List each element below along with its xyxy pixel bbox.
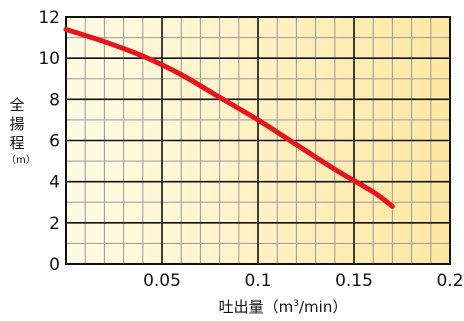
y-tick-label: 6 <box>49 132 60 152</box>
x-axis-title-suffix: /min） <box>299 298 348 316</box>
series-line <box>63 26 395 209</box>
x-tick-label: 0.15 <box>335 271 373 291</box>
y-axis-unit: （m） <box>6 155 36 166</box>
major-grid <box>65 16 451 265</box>
x-axis-label: 吐出量（m3/min） <box>198 296 368 317</box>
y-axis-label: 全揚程 （m） <box>6 96 36 169</box>
y-axis-title: 全揚程 <box>9 96 25 152</box>
plot-frame <box>65 16 451 265</box>
x-tick-label: 0.2 <box>436 271 463 291</box>
x-tick-label: 0.05 <box>143 271 181 291</box>
y-tick-label: 10 <box>38 49 60 69</box>
tick-labels: 0 2 4 6 8 10 12 0.05 0.1 0.15 0.2 <box>38 8 463 291</box>
x-axis-title-prefix: 吐出量（m <box>218 298 294 316</box>
y-tick-label: 2 <box>49 214 60 234</box>
y-tick-label: 8 <box>49 90 60 110</box>
series-layer <box>63 26 395 209</box>
y-tick-label: 12 <box>38 8 60 28</box>
x-tick-label: 0.1 <box>244 271 271 291</box>
y-tick-label: 0 <box>49 255 60 275</box>
x-axis-title-sup: 3 <box>293 299 299 309</box>
y-tick-label: 4 <box>49 173 60 193</box>
